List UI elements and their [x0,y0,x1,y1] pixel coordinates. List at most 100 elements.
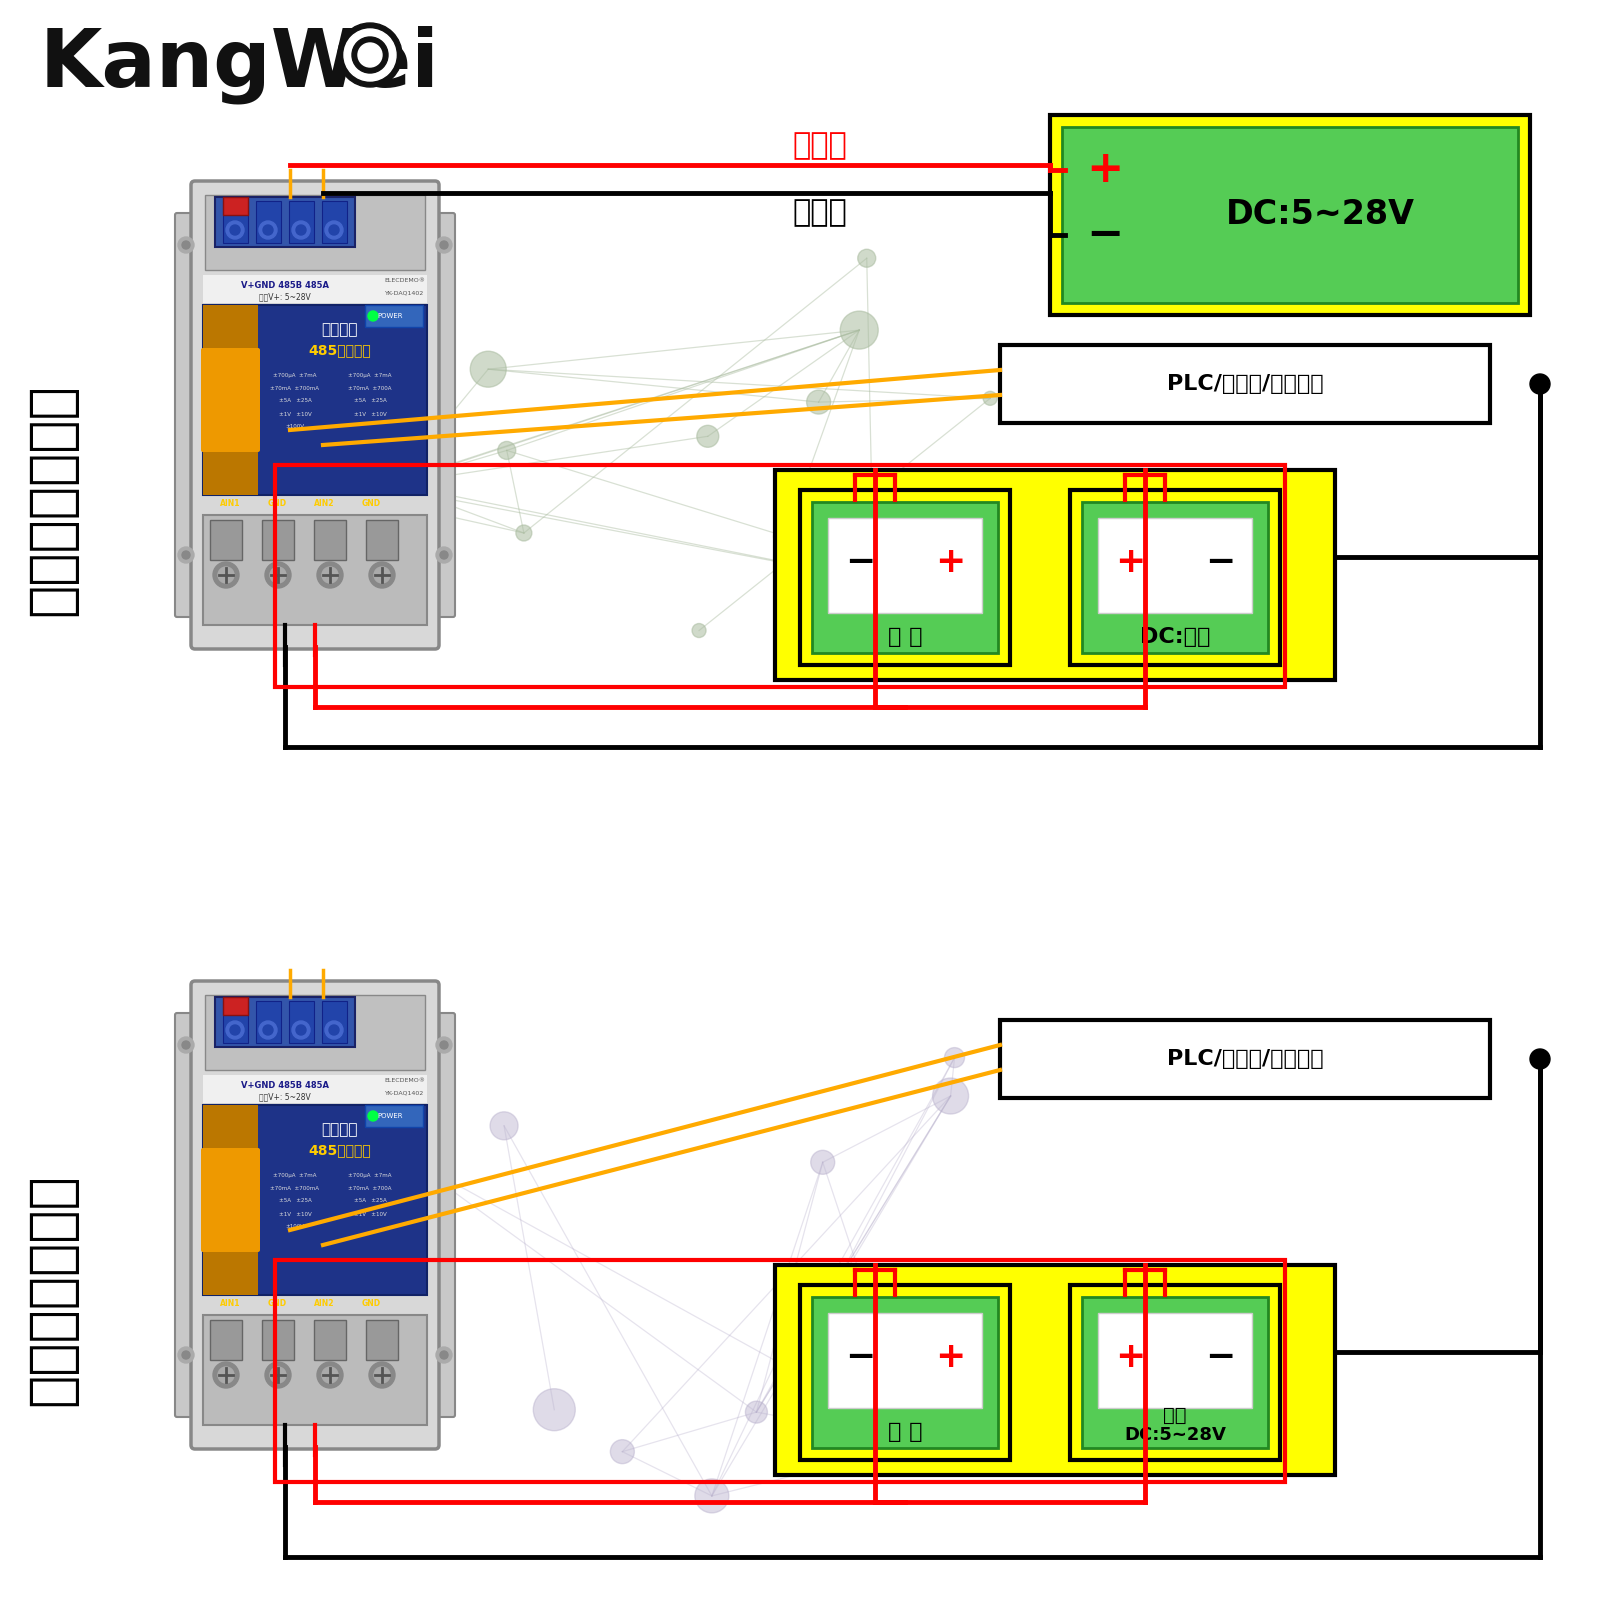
Text: 电流电压: 电流电压 [322,1123,358,1138]
Bar [203,1315,427,1426]
Text: GND: GND [362,1299,381,1307]
Bar [314,1320,346,1360]
Bar [262,520,294,560]
FancyBboxPatch shape [434,1013,454,1418]
Text: 485采集模块: 485采集模块 [309,1142,371,1157]
Bar [203,1106,427,1294]
Bar [800,1285,1010,1459]
Circle shape [325,1021,342,1038]
FancyBboxPatch shape [174,1013,197,1418]
Bar [1062,126,1518,302]
Text: DC:5~28V: DC:5~28V [1125,1426,1226,1443]
Circle shape [773,525,797,549]
Text: −: − [845,1341,875,1374]
Text: PLC/采集卡/上位机等: PLC/采集卡/上位机等 [1166,374,1323,394]
Bar [275,1261,1285,1482]
Bar [1070,490,1280,666]
Text: 电源正: 电源正 [792,131,848,160]
Circle shape [858,250,875,267]
Bar [222,197,248,214]
Circle shape [270,566,286,582]
Text: ±5A   ±25A: ±5A ±25A [354,1198,386,1203]
Circle shape [262,226,274,235]
Circle shape [259,221,277,238]
Text: ±700μA  ±7mA: ±700μA ±7mA [349,1173,392,1178]
Text: 负 载: 负 载 [888,1422,922,1442]
Circle shape [856,563,891,597]
Bar [256,1002,282,1043]
Text: ±5A   ±25A: ±5A ±25A [278,398,312,403]
Circle shape [322,1366,338,1382]
Bar [1098,1314,1251,1408]
Bar [322,1002,347,1043]
Text: V+GND 485B 485A: V+GND 485B 485A [242,280,330,290]
Circle shape [230,1026,240,1035]
Text: 485采集模块: 485采集模块 [309,342,371,357]
Circle shape [944,1048,965,1067]
Text: 电流电压: 电流电压 [322,323,358,338]
Circle shape [182,242,190,250]
Bar [1082,1298,1267,1448]
Circle shape [317,562,342,587]
Bar [203,306,427,494]
Text: −: − [845,546,875,579]
Circle shape [470,352,506,387]
Text: ELECDEMO®: ELECDEMO® [384,1078,426,1083]
Bar [262,1320,294,1360]
Circle shape [490,1112,518,1139]
Text: ±5A   ±25A: ±5A ±25A [278,1198,312,1203]
Bar [203,1106,258,1294]
Text: −: − [1205,546,1235,579]
Circle shape [840,310,878,349]
Text: ±70mA  ±700A: ±70mA ±700A [349,386,392,390]
Bar [365,306,422,326]
FancyBboxPatch shape [202,349,259,451]
Bar [829,1314,982,1408]
Circle shape [440,242,448,250]
Text: DC:电源: DC:电源 [1139,627,1210,646]
Circle shape [896,1395,909,1406]
Circle shape [694,1478,730,1514]
FancyBboxPatch shape [174,213,197,618]
Circle shape [440,1042,448,1050]
Circle shape [1530,374,1550,394]
Text: ±70mA  ±700mA: ±70mA ±700mA [270,386,320,390]
Text: GND: GND [362,499,381,507]
Bar [210,1320,242,1360]
Circle shape [226,1021,243,1038]
Text: ±100V: ±100V [285,1224,304,1229]
Text: ±1V   ±10V: ±1V ±10V [278,1211,312,1216]
Text: YK-DAQ1402: YK-DAQ1402 [386,1091,424,1096]
Bar [210,520,242,560]
Text: ±5A   ±25A: ±5A ±25A [354,398,386,403]
Circle shape [435,1347,453,1363]
Circle shape [178,1037,194,1053]
Bar [203,515,427,626]
Bar [1098,518,1251,613]
Circle shape [435,547,453,563]
Circle shape [178,1347,194,1363]
Circle shape [394,1146,413,1165]
Circle shape [790,1299,811,1320]
Text: AIN2: AIN2 [314,1299,334,1307]
FancyBboxPatch shape [202,1149,259,1251]
Circle shape [435,237,453,253]
Bar [813,502,998,653]
Circle shape [358,43,382,67]
Text: GND: GND [267,499,286,507]
Bar [1000,346,1490,422]
Circle shape [182,1350,190,1358]
Text: 电源V+: 5~28V: 电源V+: 5~28V [259,293,310,301]
Circle shape [830,1266,850,1286]
Bar [222,997,248,1014]
Bar [365,1106,422,1126]
Text: +: + [934,1341,965,1374]
Text: 负 载: 负 载 [888,627,922,646]
Circle shape [218,566,234,582]
Text: ±700μA  ±7mA: ±700μA ±7mA [349,373,392,378]
Text: AIN2: AIN2 [314,499,334,507]
Bar [322,202,347,243]
FancyBboxPatch shape [190,981,438,1450]
Text: 隶离电源接线法: 隶离电源接线法 [26,384,78,616]
Bar [774,1266,1334,1475]
